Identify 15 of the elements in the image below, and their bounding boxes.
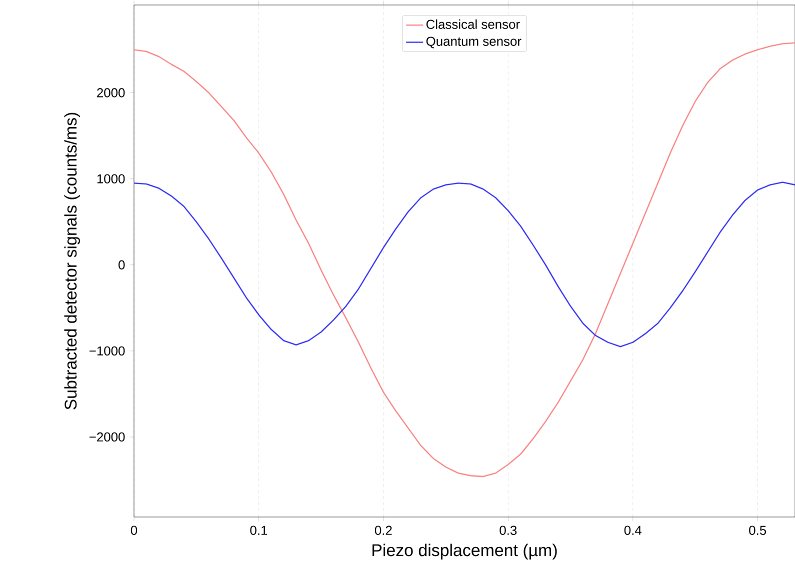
legend-label: Classical sensor <box>426 19 520 29</box>
x-tick-label: 0 <box>130 526 138 535</box>
legend-label: Quantum sensor <box>426 36 522 48</box>
x-tick-label: 0.2 <box>374 526 392 535</box>
y-tick-label: 0 <box>118 260 125 270</box>
x-tick-label: 0.5 <box>749 526 766 535</box>
y-tick-label: −2000 <box>89 432 125 442</box>
x-axis-title: Piezo displacement (µm) <box>372 544 557 560</box>
x-tick-label: 0.4 <box>624 526 642 535</box>
y-tick-label: 2000 <box>97 88 125 98</box>
y-axis-title: Subtracted detector signals (counts/ms) <box>64 112 80 410</box>
x-tick-label: 0.1 <box>250 526 268 535</box>
y-tick-label: 1000 <box>97 174 125 184</box>
y-tick-label: −1000 <box>89 346 125 356</box>
x-tick-label: 0.3 <box>500 526 517 535</box>
